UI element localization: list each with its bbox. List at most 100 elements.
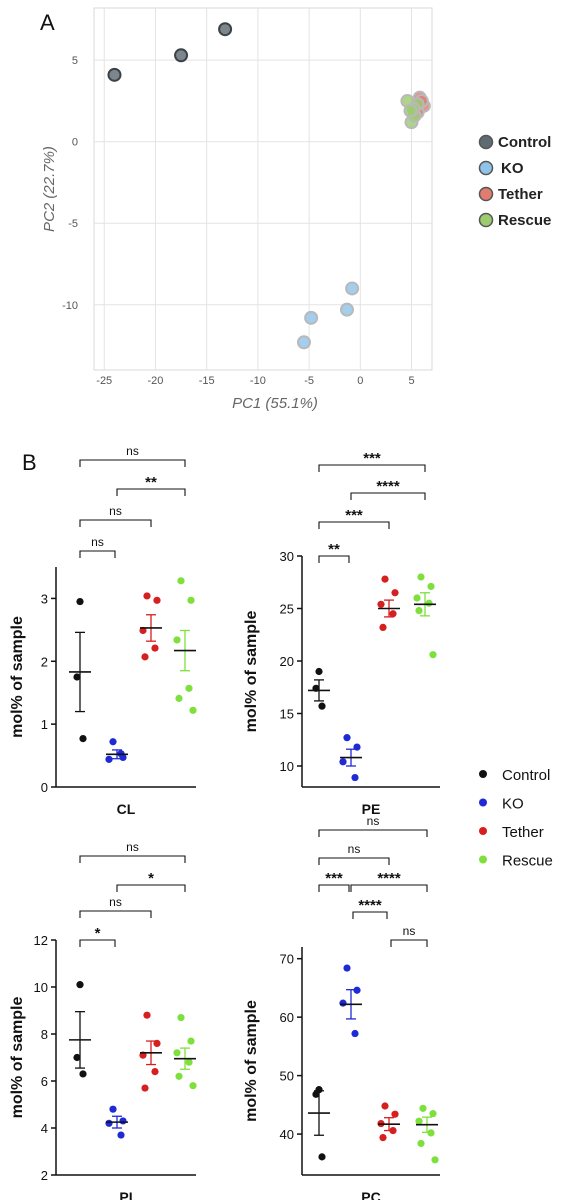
x-tick-label: -10	[250, 375, 266, 387]
y-tick-label: 3	[41, 591, 48, 606]
x-axis-label: PC1 (55.1%)	[232, 395, 318, 412]
y-tick-label: -10	[62, 300, 78, 312]
data-point-tether	[141, 653, 149, 661]
data-point-rescue	[425, 599, 433, 607]
panel-a-letter: A	[40, 10, 55, 35]
data-point-control	[79, 1070, 87, 1078]
pca-legend-label-rescue: Rescue	[498, 212, 551, 229]
legend-marker-rescue	[479, 855, 487, 864]
significance-bracket	[350, 492, 426, 500]
data-point-control	[76, 597, 84, 606]
pca-plot-area	[93, 7, 433, 371]
significance-bracket	[116, 488, 186, 496]
significance-label: ****	[358, 897, 382, 914]
pca-point-control	[218, 22, 233, 37]
significance-bracket	[390, 939, 428, 947]
data-point-ko	[343, 734, 351, 742]
data-point-ko	[339, 758, 347, 766]
data-point-ko	[343, 964, 351, 972]
significance-bracket	[352, 911, 388, 919]
y-axis-label: mol% of sample	[243, 1000, 260, 1122]
data-point-rescue	[187, 1037, 195, 1045]
category-label: CL	[117, 801, 136, 817]
significance-label: ns	[126, 444, 139, 458]
data-point-tether	[153, 596, 161, 604]
significance-label: ns	[109, 895, 122, 909]
category-label: PE	[362, 801, 381, 817]
x-tick-label: -15	[199, 375, 215, 387]
significance-bracket	[318, 884, 350, 892]
y-tick-label: 8	[41, 1027, 48, 1042]
significance-label: ***	[325, 870, 343, 887]
data-point-ko	[109, 1105, 117, 1113]
significance-bracket	[350, 884, 428, 892]
significance-label: **	[128, 0, 140, 4]
legend-marker-ko	[479, 798, 487, 807]
data-point-rescue	[417, 573, 425, 581]
y-tick-label: 0	[41, 780, 48, 795]
y-tick-label: 70	[280, 952, 294, 967]
y-axis-label: mol% of sample	[9, 997, 26, 1119]
y-tick-label: 30	[280, 549, 294, 564]
data-point-ko	[339, 999, 347, 1007]
pca-legend-label-tether: Tether	[498, 186, 543, 203]
significance-label: **	[145, 474, 157, 491]
data-point-rescue	[427, 582, 435, 591]
data-point-tether	[379, 623, 387, 632]
significance-label: *	[131, 0, 137, 4]
significance-bracket	[79, 910, 152, 918]
significance-label: ns	[403, 924, 416, 938]
data-point-tether	[141, 1084, 149, 1092]
y-tick-label: 2	[41, 1168, 48, 1183]
significance-label: ***	[345, 507, 363, 524]
y-tick-label: 12	[34, 933, 48, 948]
category-label: PI	[119, 1189, 132, 1200]
y-axis-label: mol% of sample	[9, 616, 26, 738]
significance-label: **	[328, 541, 340, 558]
data-point-rescue	[431, 1156, 439, 1164]
legend-label-tether: Tether	[502, 824, 544, 841]
data-point-ko	[351, 1029, 359, 1038]
pca-legend-label-control: Control	[498, 134, 551, 151]
legend-marker-control	[479, 770, 487, 778]
significance-label: ns	[163, 0, 176, 3]
data-point-rescue	[173, 636, 181, 644]
data-point-rescue	[173, 1049, 181, 1057]
data-point-rescue	[185, 684, 193, 692]
data-point-rescue	[177, 577, 185, 585]
panel-b-letter: B	[22, 450, 37, 475]
data-point-tether	[391, 589, 399, 597]
cl-plot: 0 1 2 3 mol% of sample CL ns ** ns ns ** ns	[9, 0, 197, 817]
data-point-ko	[109, 738, 117, 746]
pca-legend-marker-ko	[478, 160, 494, 176]
significance-label: ****	[377, 870, 401, 887]
pca-plot: -25 -20 -15 -10 -5 0 5 5 0 -5 -10 PC1 (55.1%) PC2 (2…	[41, 7, 433, 412]
y-tick-label: 50	[280, 1069, 294, 1084]
significance-bracket	[79, 550, 116, 558]
significance-bracket	[318, 829, 428, 837]
pca-point-ko	[304, 310, 319, 325]
significance-label: ns	[109, 504, 122, 518]
data-point-rescue	[187, 596, 195, 604]
significance-label: ****	[358, 0, 382, 4]
pca-legend-marker-tether	[478, 186, 494, 202]
significance-label: ns	[348, 842, 361, 856]
significance-bracket	[79, 855, 186, 863]
data-point-tether	[381, 1102, 389, 1110]
significance-label: *	[148, 870, 154, 887]
legend-label-rescue: Rescue	[502, 853, 553, 870]
data-point-rescue	[429, 1110, 437, 1118]
significance-label: ****	[376, 478, 400, 495]
data-point-tether	[379, 1133, 387, 1142]
data-point-control	[79, 735, 87, 743]
data-point-ko	[353, 986, 361, 994]
category-label: PC	[361, 1189, 380, 1200]
y-tick-label: 2	[41, 654, 48, 669]
group-legend: Control KO Tether Rescue	[479, 767, 553, 870]
pca-legend-label-ko: KO	[501, 160, 524, 177]
pca-point-rescue	[403, 103, 418, 118]
legend-label-ko: KO	[502, 796, 524, 813]
